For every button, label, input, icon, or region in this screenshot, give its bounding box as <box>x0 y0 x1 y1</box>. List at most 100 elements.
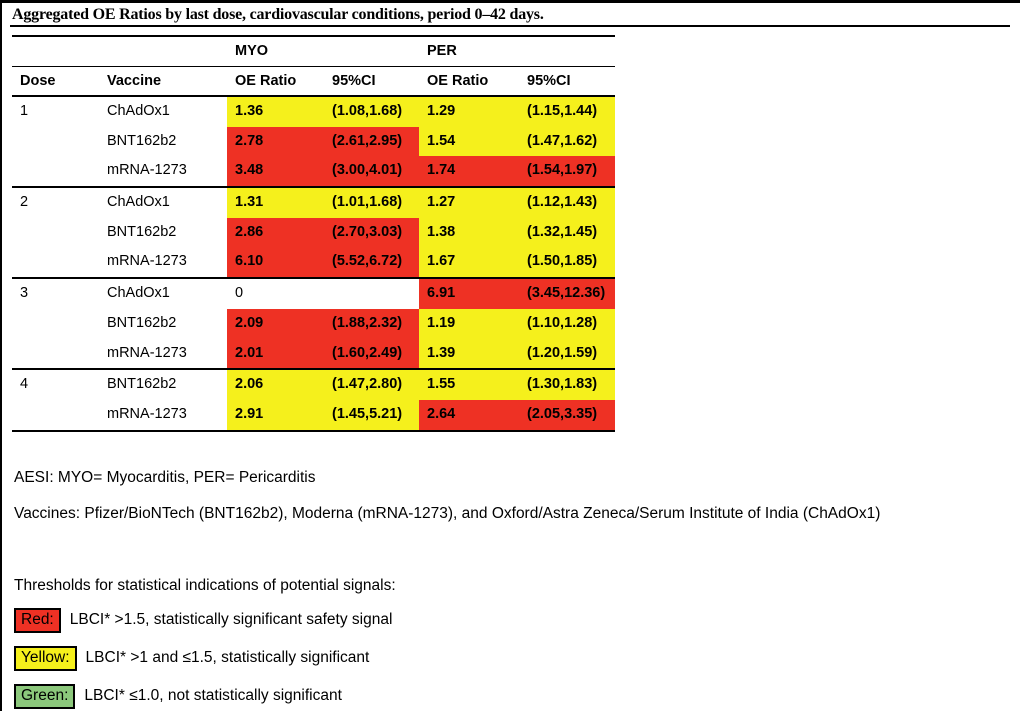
table-column-header-row: Dose Vaccine OE Ratio 95%CI OE Ratio 95%CI <box>12 67 615 97</box>
table-group-header-row: MYO PER <box>12 37 615 67</box>
myo-oe-ratio-cell: 2.86 <box>227 217 320 248</box>
myo-ci-cell: (1.47,2.80) <box>320 370 419 400</box>
table-row: mRNA-1273 6.10 (5.52,6.72) 1.67 (1.50,1.85) <box>12 247 615 280</box>
vaccine-cell: ChAdOx1 <box>107 103 170 119</box>
per-oe-ratio-cell: 1.54 <box>419 126 515 157</box>
dose-cell: 3 <box>20 285 29 302</box>
myo-oe-ratio-cell: 1.36 <box>227 97 320 127</box>
per-oe-ratio-cell: 1.38 <box>419 217 515 248</box>
dose-cell: 2 <box>20 194 29 211</box>
vaccine-cell: BNT162b2 <box>107 314 177 331</box>
vaccine-cell: ChAdOx1 <box>107 285 170 302</box>
per-oe-ratio-cell: 1.67 <box>419 247 515 278</box>
per-ci-cell: (2.05,3.35) <box>515 399 615 430</box>
myo-oe-ratio-cell: 0 <box>227 279 320 309</box>
vaccine-cell: mRNA-1273 <box>107 405 187 422</box>
table-row: 4 BNT162b2 2.06 (1.47,2.80) 1.55 (1.30,1.83) <box>12 370 615 400</box>
vaccine-cell: BNT162b2 <box>107 223 177 240</box>
per-oe-ratio-cell: 1.27 <box>419 188 515 218</box>
per-oe-ratio-cell: 1.29 <box>419 97 515 127</box>
per-ci-cell: (1.54,1.97) <box>515 156 615 187</box>
myo-ci-cell: (1.60,2.49) <box>320 338 419 369</box>
per-ci-cell: (1.50,1.85) <box>515 247 615 278</box>
myo-oe-ratio-cell: 2.09 <box>227 308 320 339</box>
column-header-dose: Dose <box>20 73 56 89</box>
table-row: mRNA-1273 2.91 (1.45,5.21) 2.64 (2.05,3.35) <box>12 399 615 432</box>
per-ci-cell: (1.47,1.62) <box>515 126 615 157</box>
myo-oe-ratio-cell: 6.10 <box>227 247 320 278</box>
dose-cell <box>12 247 102 277</box>
legend: Red: LBCI* >1.5, statistically significan… <box>2 607 1020 709</box>
myo-oe-ratio-cell: 2.01 <box>227 338 320 369</box>
dose-cell <box>12 218 102 248</box>
myo-ci-cell: (2.70,3.03) <box>320 217 419 248</box>
table-row: BNT162b2 2.78 (2.61,2.95) 1.54 (1.47,1.62) <box>12 126 615 157</box>
legend-text: LBCI* ≤1.0, not statistically significan… <box>84 687 342 705</box>
myo-ci-cell: (1.88,2.32) <box>320 308 419 339</box>
dose-cell <box>12 127 102 157</box>
table-row: mRNA-1273 3.48 (3.00,4.01) 1.74 (1.54,1.97) <box>12 156 615 189</box>
column-header-per-oe-ratio: OE Ratio <box>427 73 489 89</box>
per-ci-cell: (1.15,1.44) <box>515 97 615 127</box>
myo-oe-ratio-cell: 2.06 <box>227 370 320 400</box>
legend-color-chip-red: Red: <box>14 607 61 633</box>
legend-color-chip-yellow: Yellow: <box>14 645 77 671</box>
legend-item: Yellow: LBCI* >1 and ≤1.5, statistically … <box>14 645 1020 671</box>
myo-ci-cell: (3.00,4.01) <box>320 156 419 187</box>
per-ci-cell: (1.10,1.28) <box>515 308 615 339</box>
myo-ci-cell <box>320 279 419 309</box>
dose-cell <box>12 400 102 430</box>
vaccine-cell: BNT162b2 <box>107 132 177 149</box>
group-header-spacer <box>12 37 227 66</box>
column-header-vaccine: Vaccine <box>107 73 162 89</box>
myo-ci-cell: (1.45,5.21) <box>320 399 419 430</box>
legend-title: Thresholds for statistical indications o… <box>14 576 396 594</box>
myo-ci-cell: (2.61,2.95) <box>320 126 419 157</box>
per-oe-ratio-cell: 1.39 <box>419 338 515 369</box>
legend-item: Green: LBCI* ≤1.0, not statistically sign… <box>14 683 1020 709</box>
group-header-myo: MYO <box>235 43 269 59</box>
per-ci-cell: (3.45,12.36) <box>515 279 615 309</box>
legend-text: LBCI* >1 and ≤1.5, statistically signifi… <box>85 649 370 667</box>
group-header-per: PER <box>427 43 457 59</box>
oe-ratio-table: MYO PER Dose Vaccine OE Ratio 95%CI OE Ratio 95… <box>12 35 615 432</box>
per-oe-ratio-cell: 1.74 <box>419 156 515 187</box>
dose-cell <box>12 156 102 186</box>
column-header-per-ci: 95%CI <box>527 73 571 89</box>
table-row: 3 ChAdOx1 0 6.91 (3.45,12.36) <box>12 279 615 309</box>
per-ci-cell: (1.32,1.45) <box>515 217 615 248</box>
per-ci-cell: (1.12,1.43) <box>515 188 615 218</box>
table-row: 1 ChAdOx1 1.36 (1.08,1.68) 1.29 (1.15,1.44) <box>12 97 615 127</box>
table-row: 2 ChAdOx1 1.31 (1.01,1.68) 1.27 (1.12,1.43) <box>12 188 615 218</box>
caption-rule <box>10 25 1010 27</box>
note-aesi: AESI: MYO= Myocarditis, PER= Pericarditi… <box>14 468 316 486</box>
myo-ci-cell: (1.08,1.68) <box>320 97 419 127</box>
vaccine-cell: mRNA-1273 <box>107 344 187 361</box>
per-oe-ratio-cell: 1.55 <box>419 370 515 400</box>
dose-cell <box>12 339 102 369</box>
per-ci-cell: (1.20,1.59) <box>515 338 615 369</box>
table-row: BNT162b2 2.09 (1.88,2.32) 1.19 (1.10,1.28) <box>12 308 615 339</box>
myo-ci-cell: (1.01,1.68) <box>320 188 419 218</box>
column-header-myo-ci: 95%CI <box>332 73 376 89</box>
vaccine-cell: mRNA-1273 <box>107 162 187 179</box>
dose-cell: 1 <box>20 103 29 119</box>
table-row: BNT162b2 2.86 (2.70,3.03) 1.38 (1.32,1.45) <box>12 217 615 248</box>
myo-oe-ratio-cell: 1.31 <box>227 188 320 218</box>
per-oe-ratio-cell: 2.64 <box>419 399 515 430</box>
vaccine-cell: mRNA-1273 <box>107 253 187 270</box>
myo-ci-cell: (5.52,6.72) <box>320 247 419 278</box>
per-oe-ratio-cell: 1.19 <box>419 308 515 339</box>
per-ci-cell: (1.30,1.83) <box>515 370 615 400</box>
vaccine-cell: BNT162b2 <box>107 376 177 393</box>
legend-color-chip-green: Green: <box>14 683 76 709</box>
table-row: mRNA-1273 2.01 (1.60,2.49) 1.39 (1.20,1.59) <box>12 338 615 371</box>
note-vaccines: Vaccines: Pfizer/BioNTech (BNT162b2), Mo… <box>14 504 881 522</box>
vaccine-cell: ChAdOx1 <box>107 194 170 211</box>
table-caption: Aggregated OE Ratios by last dose, cardi… <box>12 6 544 23</box>
column-header-myo-oe-ratio: OE Ratio <box>235 73 297 89</box>
dose-cell: 4 <box>20 376 29 393</box>
legend-text: LBCI* >1.5, statistically significant sa… <box>69 611 393 629</box>
legend-item: Red: LBCI* >1.5, statistically significan… <box>14 607 1020 633</box>
